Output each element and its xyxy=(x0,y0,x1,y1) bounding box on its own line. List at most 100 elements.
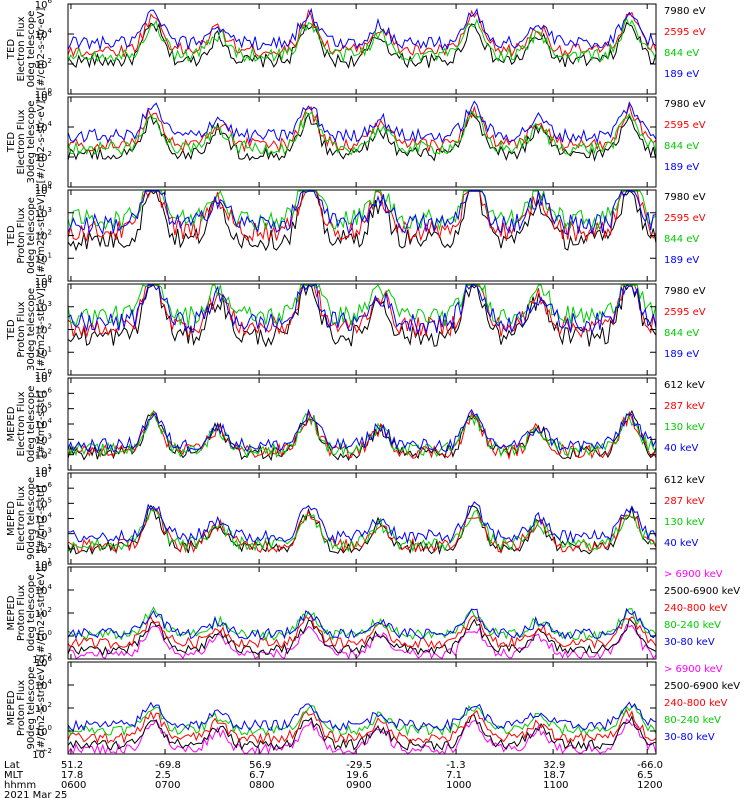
y-tick-exponent: 6 xyxy=(48,90,53,98)
series-4-4 xyxy=(67,283,657,335)
y-axis-label-line: Proton Flux xyxy=(16,207,27,263)
y-tick-exponent: 7 xyxy=(48,466,52,474)
x-value-hhmm: 1200 xyxy=(637,780,662,791)
y-tick-exponent: 0 xyxy=(48,87,52,95)
panel-frame xyxy=(67,96,657,188)
legend-entry: 30-80 keV xyxy=(664,732,715,743)
legend-entry: 189 eV xyxy=(664,349,699,360)
legend-entry: 287 keV xyxy=(664,401,705,412)
y-tick-exponent: 1 xyxy=(48,463,52,471)
legend-entry: > 6900 keV xyxy=(664,569,723,580)
y-tick-exponent: 4 xyxy=(48,583,53,591)
y-tick-exponent: 0 xyxy=(48,724,52,732)
y-tick-exponent: 4 xyxy=(48,277,53,285)
y-tick-exponent: 2 xyxy=(48,150,52,158)
x-value-hhmm: 1100 xyxy=(543,780,568,791)
y-tick-exponent: 4 xyxy=(48,417,53,425)
y-tick-exponent: 0 xyxy=(48,629,52,637)
y-axis-label-line: TED xyxy=(6,39,17,60)
x-value-hhmm: 0800 xyxy=(249,780,274,791)
y-tick-exponent: 2 xyxy=(48,448,52,456)
legend-entry: 7980 eV xyxy=(664,99,706,110)
y-tick-exponent: 1 xyxy=(48,251,52,259)
x-value-hhmm: 0600 xyxy=(61,780,86,791)
y-axis-label-line: TED xyxy=(6,225,17,246)
legend-entry: 80-240 keV xyxy=(664,715,721,726)
x-value-lat: 51.2 xyxy=(61,760,83,771)
series-3-3 xyxy=(67,189,657,231)
y-tick-label: 107 xyxy=(35,371,52,385)
date-label: 2021 Mar 25 xyxy=(4,790,67,800)
y-axis-label-line: Electron Flux xyxy=(16,486,27,551)
series-6-3 xyxy=(68,508,656,553)
y-tick-exponent: 3 xyxy=(48,527,52,535)
legend-entry: 2500-6900 keV xyxy=(664,586,740,597)
legend-entry: 130 keV xyxy=(664,517,705,528)
y-tick-label: 107 xyxy=(35,466,52,480)
legend-entry: 2595 eV xyxy=(664,120,706,131)
legend-entry: 240-800 keV xyxy=(664,603,728,614)
x-row-label-lat: Lat xyxy=(4,760,20,771)
y-tick-exponent: 0 xyxy=(48,180,52,188)
series-1-4 xyxy=(67,7,657,51)
y-tick-exponent: 5 xyxy=(48,496,52,504)
y-axis-label-line: [#/cm2-s-str] xyxy=(36,390,47,457)
x-value-hhmm: 1000 xyxy=(446,780,471,791)
y-tick-exponent: -2 xyxy=(45,652,52,660)
y-tick-exponent: 1 xyxy=(48,557,52,565)
x-axis-annotation: Lat MLT hhmm 2021 Mar 25 51.2 -69.8 56.9 -2… xyxy=(4,760,663,800)
y-axis-label-line: MEPED xyxy=(6,406,17,441)
legend-entry: 844 eV xyxy=(664,234,699,245)
x-value-mlt: 6.5 xyxy=(637,770,653,781)
y-axis-label-line: Proton Flux xyxy=(16,585,27,641)
y-axis-label-line: [#/cm2-s-str-eV] xyxy=(36,288,47,371)
x-value-mlt: 17.8 xyxy=(61,770,83,781)
y-tick-exponent: 6 xyxy=(48,655,53,663)
series-5-2 xyxy=(67,410,657,461)
legend-entry: 844 eV xyxy=(664,48,699,59)
series-5-4 xyxy=(67,408,657,454)
series-3-4 xyxy=(67,189,657,236)
y-tick-exponent: 4 xyxy=(48,27,53,35)
legend-entry: 40 keV xyxy=(664,443,698,454)
y-tick-exponent: -2 xyxy=(45,747,52,755)
y-axis-label-line: Proton Flux xyxy=(16,680,27,736)
y-axis-label-line: 0deg telescope xyxy=(26,386,37,463)
x-value-lat: -69.8 xyxy=(155,760,181,771)
legend-entry: 30-80 keV xyxy=(664,637,715,648)
legend-entry: 612 keV xyxy=(664,475,705,486)
y-axis-label-line: 30deg telescope xyxy=(26,100,37,183)
y-axis-label-line: Electron Flux xyxy=(16,16,27,81)
y-axis-label-line: 30deg telescope xyxy=(26,288,37,371)
x-value-mlt: 6.7 xyxy=(249,770,265,781)
series-7-3 xyxy=(67,613,657,650)
x-value-lat: 32.9 xyxy=(543,760,565,771)
y-axis-label-line: [#/cm2-s-str-keV] xyxy=(36,664,47,752)
series-6-4 xyxy=(68,501,657,545)
panel-frame xyxy=(67,189,657,282)
x-value-mlt: 18.7 xyxy=(543,770,565,781)
y-tick-exponent: 3 xyxy=(48,300,52,308)
y-axis-label-line: [#/cm2-s-str-eV] xyxy=(36,8,47,91)
legend-entry: 287 keV xyxy=(664,496,705,507)
legend-entry: > 6900 keV xyxy=(664,664,723,675)
y-axis-label-line: [#/cm2-s-str] xyxy=(36,485,47,552)
series-7-5 xyxy=(67,607,657,640)
x-value-hhmm: 0900 xyxy=(346,780,371,791)
y-tick-exponent: 2 xyxy=(48,229,52,237)
y-tick-exponent: 6 xyxy=(48,481,53,489)
y-tick-exponent: 0 xyxy=(48,368,52,376)
x-value-lat: 56.9 xyxy=(249,760,271,771)
y-axis-label-line: [#/cm2-s-str-keV] xyxy=(36,569,47,657)
x-row-label-mlt: MLT xyxy=(4,770,24,781)
y-axis-label-line: TED xyxy=(6,319,17,340)
y-tick-exponent: 1 xyxy=(48,345,52,353)
y-axis-label-line: 0deg telescope xyxy=(26,11,37,88)
y-tick-exponent: 2 xyxy=(48,323,52,331)
